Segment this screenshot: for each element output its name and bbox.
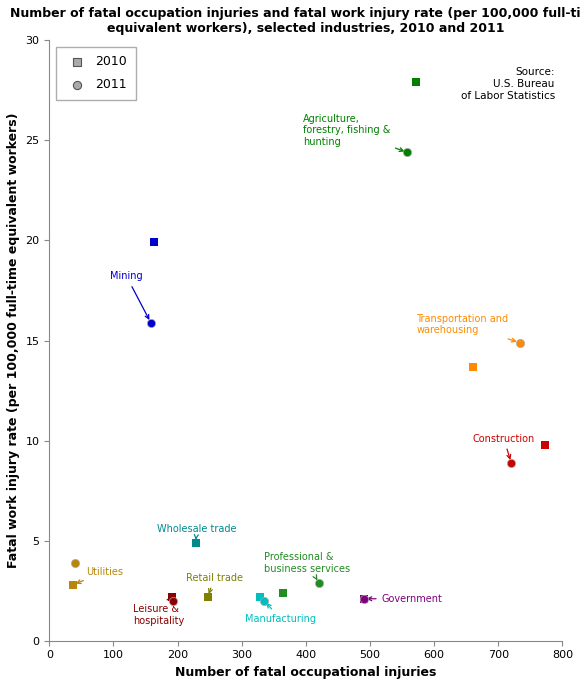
Text: Retail trade: Retail trade (186, 573, 243, 593)
Text: Mining: Mining (110, 272, 148, 319)
Text: Wholesale trade: Wholesale trade (157, 523, 237, 539)
Text: Manufacturing: Manufacturing (245, 604, 316, 624)
Point (168, 595, 177, 606)
Y-axis label: Fatal work injury rate (per 100,000 full-time equivalent workers): Fatal work injury rate (per 100,000 full… (7, 113, 20, 568)
Point (506, 457, 516, 468)
Point (260, 595, 269, 606)
Point (70, 557, 79, 568)
Text: Leisure &
hospitality: Leisure & hospitality (133, 598, 184, 626)
Text: Source:
U.S. Bureau
of Labor Statistics: Source: U.S. Bureau of Labor Statistics (461, 67, 555, 101)
Title: Number of fatal occupation injuries and fatal work injury rate (per 100,000 full: Number of fatal occupation injuries and … (10, 7, 580, 35)
Point (515, 337, 524, 348)
Point (68, 579, 78, 590)
Point (314, 577, 324, 588)
Point (255, 591, 264, 602)
Text: Transportation and
warehousing: Transportation and warehousing (416, 314, 516, 342)
Point (149, 237, 158, 248)
Text: Construction: Construction (473, 434, 535, 459)
Point (191, 537, 200, 548)
Legend: 2010, 2011: 2010, 2011 (56, 47, 136, 100)
Point (540, 439, 549, 450)
Point (146, 317, 155, 328)
Text: Utilities: Utilities (77, 567, 124, 584)
Point (412, 77, 421, 88)
Text: Professional &
business services: Professional & business services (264, 552, 350, 579)
Text: Agriculture,
forestry, fishing &
hunting: Agriculture, forestry, fishing & hunting (303, 114, 403, 152)
Point (279, 587, 288, 598)
Point (203, 591, 212, 602)
Point (403, 147, 412, 158)
Text: Government: Government (368, 594, 443, 604)
X-axis label: Number of fatal occupational injuries: Number of fatal occupational injuries (175, 666, 437, 679)
Point (468, 361, 477, 372)
Point (167, 591, 176, 602)
Point (359, 593, 368, 604)
Point (359, 593, 368, 604)
